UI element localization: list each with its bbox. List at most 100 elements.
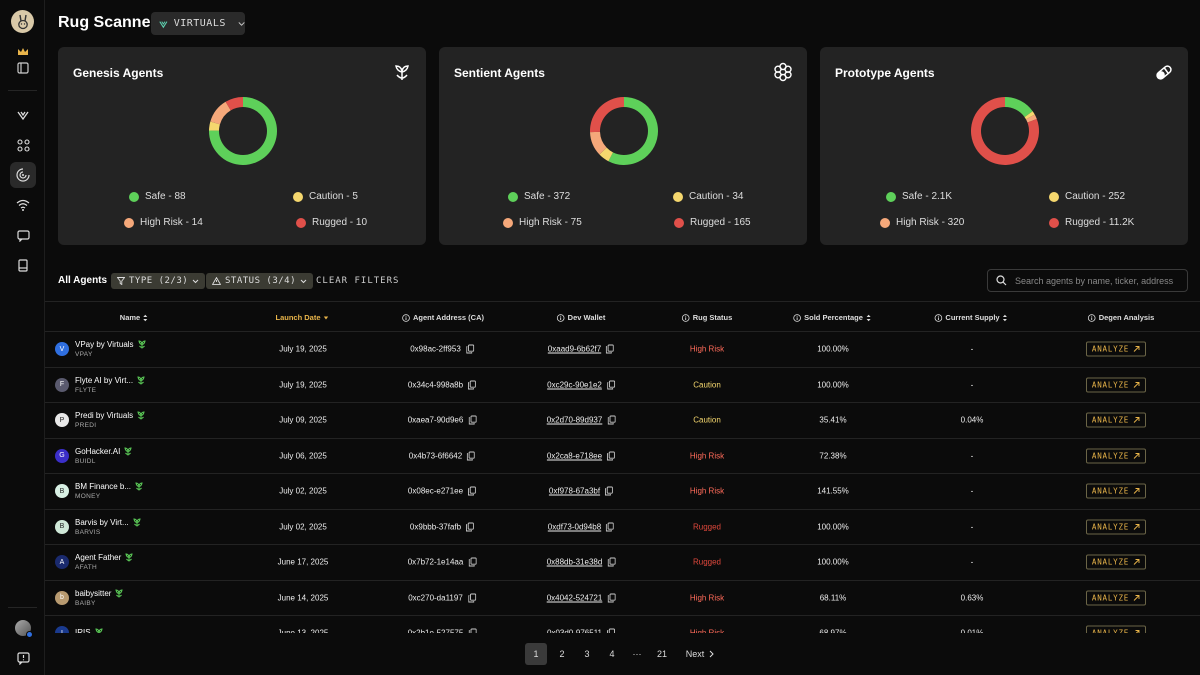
analyze-button[interactable]: ANALYZE bbox=[1086, 341, 1146, 357]
agent-cell[interactable]: B Barvis by Virt... BARVIS bbox=[55, 518, 141, 536]
agent-cell[interactable]: F Flyte AI by Virt... FLYTE bbox=[55, 376, 145, 394]
analyze-button[interactable]: ANALYZE bbox=[1086, 519, 1146, 535]
feedback-icon[interactable] bbox=[10, 645, 36, 671]
analyze-button[interactable]: ANALYZE bbox=[1086, 483, 1146, 499]
crown-icon[interactable] bbox=[10, 39, 36, 65]
current-supply: 0.04% bbox=[960, 415, 984, 425]
launch-date: June 13, 2025 bbox=[278, 629, 329, 633]
table-row[interactable]: I IRIS June 13, 2025 0x2b1e-527575 0x03d0-97… bbox=[45, 616, 1200, 633]
agent-info: Predi by Virtuals PREDI bbox=[75, 411, 145, 429]
type-filter-chip[interactable]: TYPE (2/3) bbox=[111, 273, 206, 289]
copy-icon[interactable] bbox=[607, 415, 616, 425]
analyze-label: ANALYZE bbox=[1091, 451, 1130, 461]
col-header-label: Degen Analysis bbox=[1098, 313, 1155, 322]
copy-icon[interactable] bbox=[468, 557, 477, 567]
copy-icon[interactable] bbox=[467, 451, 476, 461]
current-supply: 0.63% bbox=[960, 593, 984, 603]
chain-selector[interactable]: VIRTUALS bbox=[151, 12, 245, 35]
agent-cell[interactable]: G GoHacker.AI BUIDL bbox=[55, 447, 132, 465]
sort-icon bbox=[866, 314, 871, 321]
page-button[interactable]: 1 bbox=[525, 643, 547, 665]
agent-cell[interactable]: V VPay by Virtuals VPAY bbox=[55, 340, 146, 358]
copy-icon[interactable] bbox=[607, 593, 616, 603]
col-header-name[interactable]: Name bbox=[120, 313, 148, 322]
analyze-button[interactable]: ANALYZE bbox=[1086, 377, 1146, 393]
agent-cell[interactable]: P Predi by Virtuals PREDI bbox=[55, 411, 145, 429]
page-button[interactable]: 21 bbox=[656, 649, 667, 659]
analyze-button[interactable]: ANALYZE bbox=[1086, 625, 1146, 633]
agent-cell[interactable]: b baibysitter BAIBY bbox=[55, 589, 124, 607]
analyze-label: ANALYZE bbox=[1091, 522, 1130, 532]
analyze-button[interactable]: ANALYZE bbox=[1086, 554, 1146, 570]
table-row[interactable]: G GoHacker.AI BUIDL July 06, 2025 0x4b73-6f6… bbox=[45, 439, 1200, 474]
legend-high-risk: High Risk - 14 bbox=[124, 217, 203, 228]
dev-wallet-link[interactable]: 0xf978-67a3bf bbox=[548, 486, 601, 496]
page-button[interactable]: 4 bbox=[609, 649, 615, 659]
table-row[interactable]: V VPay by Virtuals VPAY July 19, 2025 0x98ac… bbox=[45, 332, 1200, 368]
copy-icon[interactable] bbox=[607, 628, 615, 633]
dev-wallet-cell: 0xf978-67a3bf bbox=[548, 486, 614, 496]
agent-name: BM Finance b... bbox=[75, 482, 132, 492]
signal-icon[interactable] bbox=[10, 192, 36, 218]
search-input[interactable] bbox=[1015, 275, 1175, 286]
page-button[interactable]: 3 bbox=[584, 649, 590, 659]
legend-label: Safe - 88 bbox=[145, 191, 186, 202]
analyze-button[interactable]: ANALYZE bbox=[1086, 448, 1146, 464]
dev-wallet-link[interactable]: 0x2ca8-e718ee bbox=[546, 451, 603, 461]
copy-icon[interactable] bbox=[606, 344, 615, 354]
table-row[interactable]: B Barvis by Virt... BARVIS July 02, 2025 0x9… bbox=[45, 510, 1200, 545]
rug-status-badge: Rugged bbox=[692, 522, 722, 532]
caution-segment bbox=[209, 121, 220, 131]
table-row[interactable]: A Agent Father AFATH June 17, 2025 0x7b72-1e… bbox=[45, 545, 1200, 581]
sold-percentage: 100.00% bbox=[817, 344, 849, 354]
copy-icon[interactable] bbox=[607, 451, 616, 461]
clear-filters-button[interactable]: CLEAR FILTERS bbox=[316, 276, 400, 286]
dev-wallet-link[interactable]: 0xaad9-6b62f7 bbox=[547, 344, 602, 354]
dev-wallet-link[interactable]: 0x2d70-89d937 bbox=[546, 415, 603, 425]
rugged-dot bbox=[674, 217, 684, 228]
table-row[interactable]: B BM Finance b... MONEY July 02, 2025 0x08ec… bbox=[45, 474, 1200, 510]
dev-wallet-link[interactable]: 0xc29c-90e1e2 bbox=[547, 380, 602, 390]
copy-icon[interactable] bbox=[468, 415, 477, 425]
dev-wallet-cell: 0x4042-524721 bbox=[547, 593, 616, 602]
genesis-badge-icon bbox=[137, 376, 145, 385]
table-row[interactable]: b baibysitter BAIBY June 14, 2025 0xc270-da1… bbox=[45, 581, 1200, 616]
copy-icon[interactable] bbox=[466, 522, 475, 532]
copy-icon[interactable] bbox=[468, 628, 477, 633]
agents-icon[interactable] bbox=[10, 132, 36, 158]
dev-wallet-link[interactable]: 0x4042-524721 bbox=[546, 593, 603, 603]
chat-icon[interactable] bbox=[10, 222, 36, 248]
agent-ticker: FLYTE bbox=[75, 386, 97, 394]
book-icon[interactable] bbox=[10, 55, 36, 81]
user-avatar[interactable] bbox=[10, 615, 36, 641]
dev-wallet-link[interactable]: 0x88db-31e38d bbox=[546, 557, 603, 567]
col-header-launch-date[interactable]: Launch Date bbox=[275, 313, 329, 322]
virtuals-icon[interactable] bbox=[10, 102, 36, 128]
agent-cell[interactable]: I IRIS bbox=[55, 626, 103, 633]
copy-icon[interactable] bbox=[606, 380, 615, 390]
status-filter-chip[interactable]: STATUS (3/4) bbox=[206, 273, 314, 289]
agent-cell[interactable]: A Agent Father AFATH bbox=[55, 553, 133, 571]
agent-cell[interactable]: B BM Finance b... MONEY bbox=[55, 482, 143, 500]
next-page-button[interactable]: Next bbox=[680, 643, 720, 665]
copy-icon[interactable] bbox=[605, 486, 614, 496]
copy-icon[interactable] bbox=[468, 486, 477, 496]
analyze-button[interactable]: ANALYZE bbox=[1086, 412, 1146, 428]
dev-wallet-link[interactable]: 0x03d0-976511 bbox=[547, 629, 602, 633]
copy-icon[interactable] bbox=[467, 593, 476, 603]
copy-icon[interactable] bbox=[465, 344, 474, 354]
copy-icon[interactable] bbox=[607, 557, 616, 567]
page-button[interactable]: 2 bbox=[559, 649, 565, 659]
rug-scanner-icon[interactable] bbox=[10, 162, 36, 188]
analyze-button[interactable]: ANALYZE bbox=[1086, 590, 1146, 606]
agent-address: 0x7b72-1e14aa bbox=[407, 557, 464, 567]
docs-icon[interactable] bbox=[10, 252, 36, 278]
copy-icon[interactable] bbox=[468, 380, 477, 390]
table-row[interactable]: F Flyte AI by Virt... FLYTE July 19, 2025 0x… bbox=[45, 368, 1200, 403]
dev-wallet-link[interactable]: 0xdf73-0d94b8 bbox=[547, 522, 602, 532]
col-header-sold-percentage[interactable]: Sold Percentage bbox=[793, 313, 871, 322]
copy-icon[interactable] bbox=[606, 522, 615, 532]
app-logo[interactable] bbox=[11, 10, 34, 33]
col-header-current-supply[interactable]: Current Supply bbox=[934, 313, 1008, 322]
table-row[interactable]: P Predi by Virtuals PREDI July 09, 2025 0xae… bbox=[45, 403, 1200, 439]
